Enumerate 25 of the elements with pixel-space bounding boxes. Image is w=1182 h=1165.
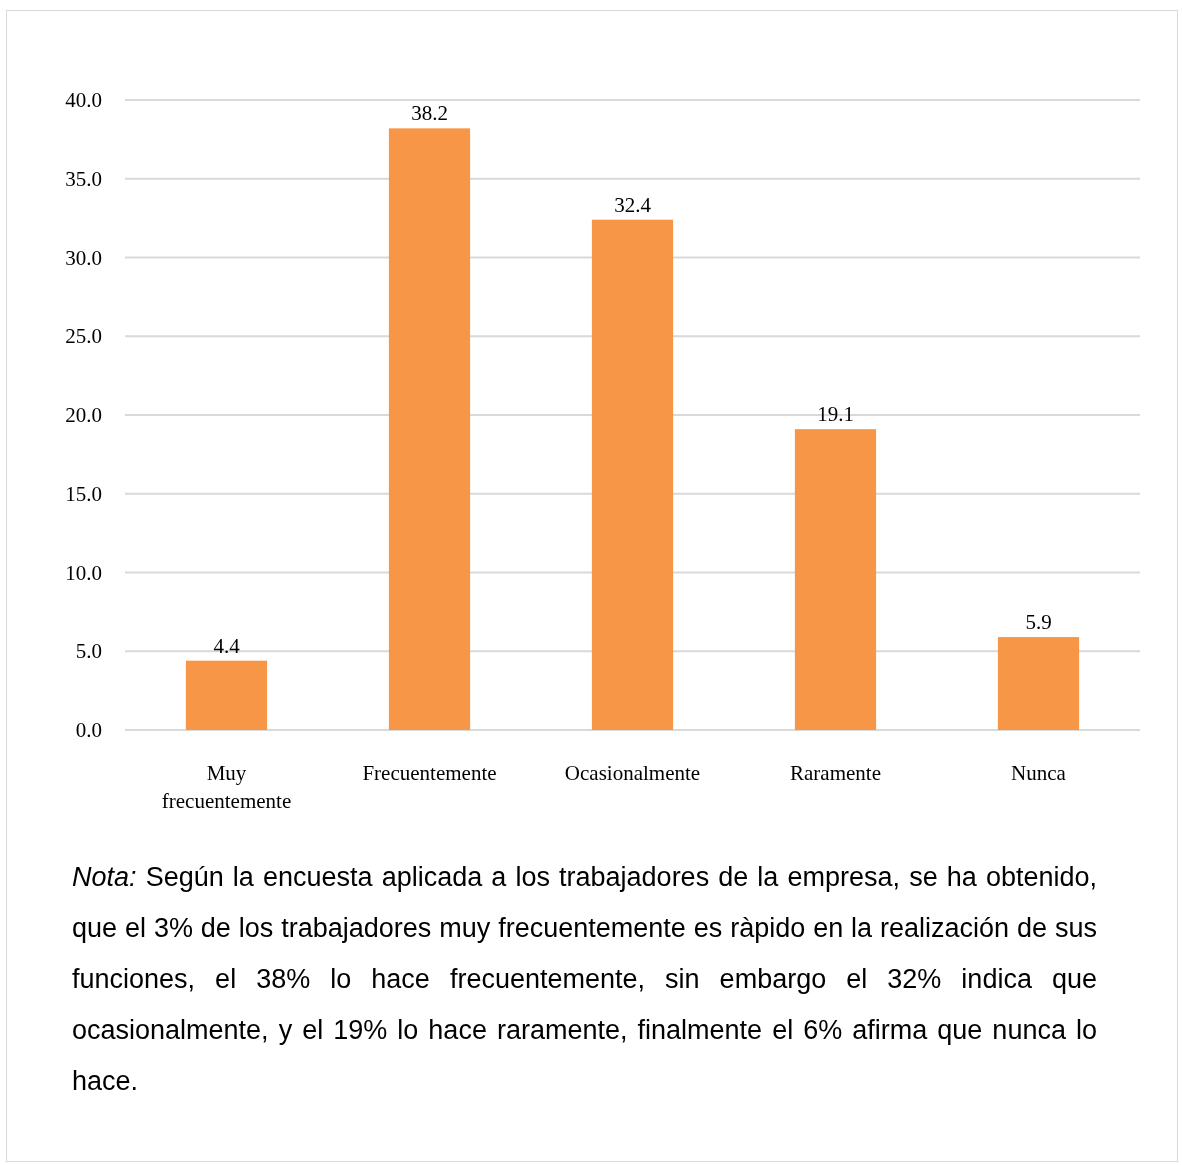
bar bbox=[997, 637, 1080, 730]
x-tick-label: Muy frecuentemente bbox=[161, 761, 292, 813]
y-tick-label: 40.0 bbox=[65, 88, 102, 113]
y-tick-label: 20.0 bbox=[65, 403, 102, 428]
y-tick-label: 30.0 bbox=[65, 245, 102, 270]
data-label: 4.4 bbox=[213, 633, 241, 658]
y-tick-label: 0.0 bbox=[75, 718, 102, 743]
data-label: 19.1 bbox=[817, 402, 854, 427]
data-label: 38.2 bbox=[411, 101, 448, 126]
bar bbox=[591, 219, 674, 730]
y-tick-label: 35.0 bbox=[65, 166, 102, 191]
y-tick-label: 15.0 bbox=[65, 481, 102, 506]
y-tick-label: 10.0 bbox=[65, 560, 102, 585]
data-label: 5.9 bbox=[1025, 610, 1052, 635]
y-tick-label: 25.0 bbox=[65, 324, 102, 349]
bar bbox=[185, 660, 268, 730]
bar bbox=[388, 128, 471, 730]
y-tick-label: 5.0 bbox=[75, 639, 102, 664]
text: Nota: Según la encuesta aplicada a los trabajadores de la empresa, se ha obtenido, que el 3% de los trabajadores muy frecuentemente es ràpido en la realización de sus funciones, el 38% lo hace frecuentemente, sin embargo el 32% indica que ocasionalmente, y el 19% lo hace raramente, finalmente el 6% afirma que nunca lo hace. bbox=[72, 862, 1097, 1096]
x-tick-label: Frecuentemente bbox=[362, 761, 497, 785]
data-label: 32.4 bbox=[614, 192, 652, 217]
x-tick-label: Ocasionalmente bbox=[564, 761, 701, 785]
bar bbox=[794, 429, 877, 730]
x-tick-label: Raramente bbox=[790, 761, 881, 785]
x-tick-label: Nunca bbox=[1011, 761, 1067, 785]
